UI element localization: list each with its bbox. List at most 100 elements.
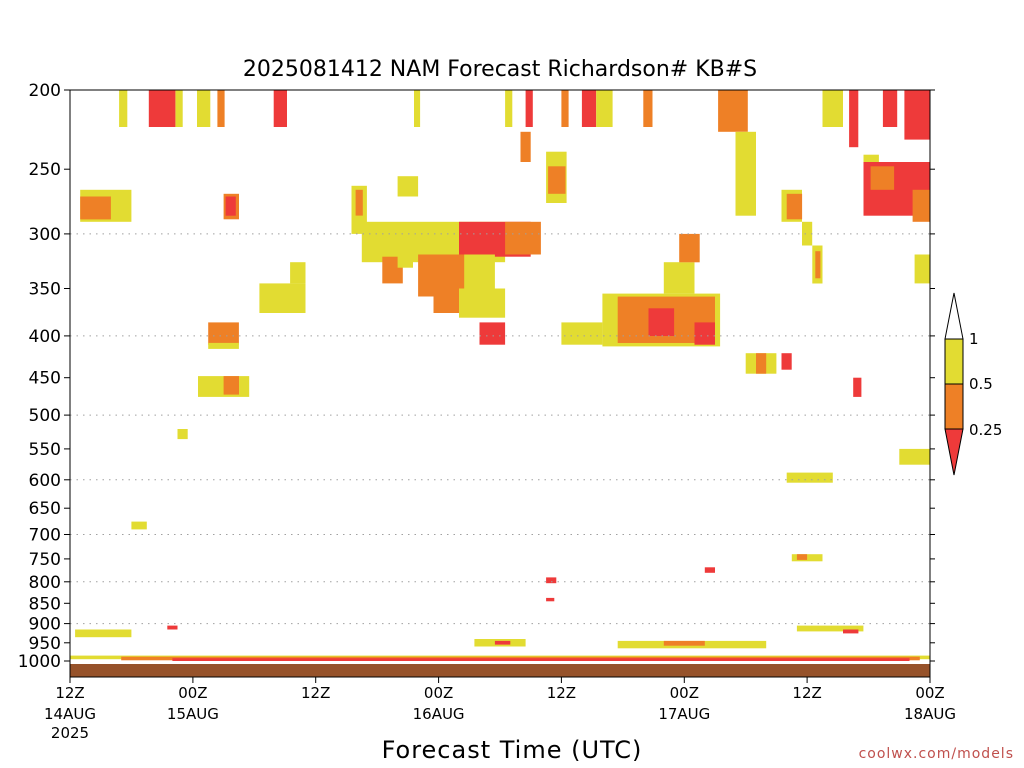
heatmap-cell-orange <box>718 90 748 132</box>
heatmap-cell-yellow <box>596 90 613 127</box>
watermark: coolwx.com/models <box>858 746 1014 762</box>
heatmap-cell-yellow <box>397 176 419 197</box>
x-tick-date: 15AUG <box>167 705 219 723</box>
y-tick-label: 1000 <box>18 652 61 672</box>
colorbar-label: 1 <box>969 330 979 348</box>
heatmap-cell-orange <box>643 90 653 127</box>
heatmap-cell-yellow <box>459 288 506 318</box>
heatmap-cell-red <box>546 597 555 602</box>
ground-band <box>70 664 930 677</box>
y-tick-label: 450 <box>29 369 61 389</box>
heatmap-cell-yellow <box>786 472 833 483</box>
heatmap-cell-orange <box>223 376 239 395</box>
y-tick-label: 600 <box>29 471 61 491</box>
y-tick-label: 250 <box>29 160 61 180</box>
plot-frame <box>69 89 931 678</box>
heatmap-cell-orange <box>80 196 111 220</box>
colorbar-over-triangle <box>944 292 964 340</box>
colorbar-label: 0.5 <box>969 375 993 393</box>
x-tick-label: 12Z <box>547 684 576 702</box>
x-tick-label: 00Z <box>424 684 453 702</box>
heatmap-cell-red <box>849 90 859 148</box>
heatmap-cell-red <box>904 90 930 140</box>
heatmap-cell-yellow <box>119 90 128 127</box>
y-tick-label: 500 <box>29 406 61 426</box>
heatmap-cell-yellow <box>397 233 413 268</box>
heatmap-cell-orange <box>679 233 700 263</box>
y-tick-label: 350 <box>29 280 61 300</box>
heatmap-cell-red <box>853 377 862 397</box>
heatmap-cell-orange <box>520 131 531 162</box>
x-tick-label: 12Z <box>55 684 84 702</box>
heatmap-cell-red <box>546 577 557 584</box>
heatmap-cell-orange <box>355 189 363 216</box>
colorbar-legend: 1 0.5 0.25 <box>944 292 1002 476</box>
heatmap-cell-yellow <box>735 131 756 216</box>
heatmap-cell-yellow <box>561 322 603 345</box>
heatmap-cell-yellow <box>414 90 421 127</box>
chart-title: 2025081412 NAM Forecast Richardson# KB#S <box>243 57 757 82</box>
y-tick-label: 650 <box>29 499 61 519</box>
dotted-gridlines <box>70 233 930 625</box>
heatmap-cell-orange <box>796 554 808 560</box>
heatmap-cell-red <box>148 90 176 127</box>
heatmap-cell-orange <box>217 90 225 127</box>
heatmap-cell-yellow <box>822 90 843 127</box>
heatmap-cell-red <box>225 196 236 216</box>
heatmap-cells <box>70 90 930 661</box>
x-tick-label: 12Z <box>301 684 330 702</box>
x-tick-label: 00Z <box>915 684 944 702</box>
x-axis-label: Forecast Time (UTC) <box>382 736 643 764</box>
heatmap-cell-yellow <box>259 283 306 313</box>
heatmap-cell-yellow <box>802 221 813 246</box>
x-tick-date: 18AUG <box>904 705 956 723</box>
x-tick-label: 00Z <box>670 684 699 702</box>
heatmap-cell-red <box>172 658 910 661</box>
heatmap-cell-yellow <box>177 429 188 440</box>
y-tick-label: 800 <box>29 573 61 593</box>
heatmap-cell-red <box>525 90 533 127</box>
heatmap-cell-yellow <box>131 521 147 530</box>
y-tick-label: 850 <box>29 594 61 614</box>
heatmap-cell-orange <box>561 90 569 127</box>
heatmap-cell-red <box>494 640 511 645</box>
heatmap-cell-red <box>704 567 715 573</box>
y-axis: 200 250 300 350 400 450 500 550 600 650 700 750 8008… <box>18 81 935 672</box>
x-tick-label: 12Z <box>792 684 821 702</box>
colorbar-bin <box>944 338 964 385</box>
heatmap-cell-red <box>479 322 506 345</box>
heatmap-cell-orange <box>912 189 930 222</box>
y-tick-label: 900 <box>29 615 61 635</box>
colorbar-under-triangle <box>944 428 964 476</box>
heatmap-cell-red <box>781 353 792 370</box>
heatmap-cell-orange <box>756 353 767 374</box>
ground-fill <box>70 664 930 677</box>
heatmap-cell-red <box>843 629 859 634</box>
x-tick-year: 2025 <box>51 724 89 742</box>
heatmap-cell-yellow <box>197 90 211 127</box>
y-tick-label: 200 <box>29 81 61 101</box>
y-tick-label: 950 <box>29 634 61 654</box>
colorbar-label: 0.25 <box>969 421 1002 439</box>
heatmap-cell-yellow <box>791 554 823 562</box>
heatmap-cell-orange <box>505 221 541 255</box>
heatmap-cell-orange <box>786 193 803 220</box>
heatmap-cell-orange <box>815 251 821 279</box>
heatmap-cell-red <box>648 308 675 336</box>
y-tick-label: 400 <box>29 327 61 347</box>
heatmap-cell-orange <box>663 640 705 646</box>
heatmap-cell-yellow <box>914 254 930 284</box>
heatmap-cell-yellow <box>796 625 864 632</box>
heatmap-cell-yellow <box>175 90 183 127</box>
x-tick-date: 17AUG <box>658 705 710 723</box>
x-tick-date: 16AUG <box>413 705 465 723</box>
heatmap-cell-yellow <box>290 262 306 284</box>
colorbar-bin <box>944 383 964 430</box>
heatmap-cell-yellow <box>208 342 239 349</box>
heatmap-cell-yellow <box>505 90 513 127</box>
y-tick-label: 300 <box>29 225 61 245</box>
heatmap-cell-yellow <box>75 629 132 638</box>
y-tick-label: 700 <box>29 526 61 546</box>
heatmap-cell-yellow <box>663 262 695 294</box>
heatmap-cell-red <box>581 90 597 127</box>
